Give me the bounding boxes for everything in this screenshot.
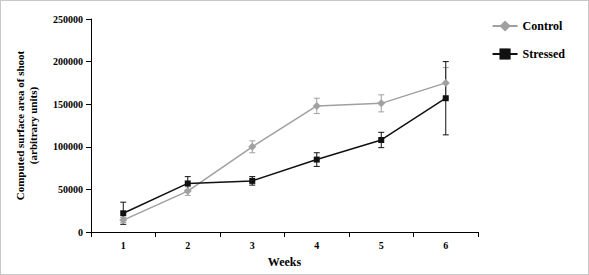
svg-text:4: 4 — [314, 240, 319, 251]
svg-text:50000: 50000 — [58, 184, 83, 195]
svg-text:(arbitrary units): (arbitrary units) — [27, 87, 40, 165]
svg-text:0: 0 — [78, 227, 83, 238]
svg-text:6: 6 — [443, 240, 448, 251]
svg-text:150000: 150000 — [53, 99, 83, 110]
svg-text:200000: 200000 — [53, 56, 83, 67]
svg-text:1: 1 — [121, 240, 126, 251]
svg-text:Stressed: Stressed — [523, 47, 566, 61]
svg-text:Weeks: Weeks — [268, 255, 302, 269]
svg-text:5: 5 — [379, 240, 384, 251]
svg-text:100000: 100000 — [53, 141, 83, 152]
svg-text:2: 2 — [185, 240, 190, 251]
svg-text:Control: Control — [523, 19, 563, 33]
svg-text:Computed surface area of shoot: Computed surface area of shoot — [14, 50, 26, 200]
svg-text:250000: 250000 — [53, 14, 83, 25]
svg-text:3: 3 — [250, 240, 255, 251]
